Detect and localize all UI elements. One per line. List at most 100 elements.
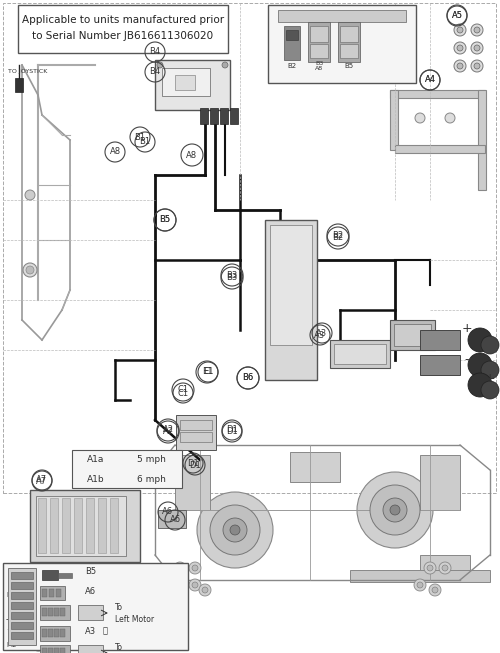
Circle shape [471, 60, 483, 72]
Bar [11, 622, 33, 629]
Bar [72, 450, 182, 488]
Text: +: + [6, 626, 13, 635]
Bar [338, 22, 360, 62]
Circle shape [189, 562, 201, 574]
Bar [230, 108, 238, 124]
Bar [420, 355, 460, 375]
Bar [60, 608, 65, 616]
Bar [265, 220, 317, 380]
Circle shape [481, 381, 499, 399]
Bar [334, 344, 386, 364]
Text: B5: B5 [344, 63, 354, 69]
Text: -: - [465, 353, 469, 366]
Text: A8: A8 [186, 150, 198, 159]
Text: To: To [115, 603, 123, 613]
Circle shape [457, 63, 463, 69]
Text: M1: M1 [6, 592, 16, 598]
Text: B3
A8: B3 A8 [315, 61, 323, 71]
Text: A7: A7 [36, 477, 48, 485]
Circle shape [429, 584, 441, 596]
Text: B3: B3 [226, 274, 237, 283]
Text: Applicable to units manufactured prior: Applicable to units manufactured prior [22, 15, 224, 25]
Text: D1: D1 [226, 428, 238, 436]
Circle shape [474, 27, 480, 33]
Bar [86, 498, 94, 553]
Text: B3: B3 [226, 270, 237, 279]
Text: A5: A5 [452, 10, 462, 20]
Bar [284, 26, 300, 60]
Circle shape [454, 24, 466, 36]
Bar [40, 645, 70, 653]
Text: A7: A7 [36, 475, 48, 485]
Text: D1: D1 [187, 458, 199, 468]
Text: B1: B1 [134, 133, 145, 142]
Text: D1: D1 [226, 426, 238, 434]
Text: -: - [6, 616, 9, 624]
Bar [390, 90, 485, 98]
Text: B6: B6 [242, 374, 254, 383]
Bar [330, 340, 390, 368]
Text: A4: A4 [424, 76, 436, 84]
Bar [11, 592, 33, 599]
Text: B6: B6 [242, 374, 254, 383]
Bar [15, 78, 23, 92]
Text: 6 mph: 6 mph [136, 475, 166, 483]
Circle shape [192, 582, 198, 588]
Bar [310, 26, 328, 42]
Bar [176, 415, 216, 450]
Text: A2: A2 [162, 428, 173, 436]
Bar [270, 225, 312, 345]
Text: B4: B4 [150, 48, 160, 57]
Text: ⏚: ⏚ [103, 626, 108, 635]
Bar [8, 568, 36, 645]
Text: A4: A4 [424, 76, 436, 84]
Bar [478, 90, 486, 190]
Bar [158, 510, 186, 528]
Text: B1: B1 [140, 138, 150, 146]
Text: B5: B5 [85, 567, 96, 577]
Text: E1: E1 [203, 368, 213, 377]
Circle shape [468, 353, 492, 377]
Circle shape [192, 565, 198, 571]
Text: Left Motor: Left Motor [115, 614, 154, 624]
Circle shape [468, 373, 492, 397]
Circle shape [439, 562, 451, 574]
Text: A6: A6 [170, 515, 180, 524]
Bar [155, 60, 230, 110]
Bar [74, 498, 82, 553]
Bar [3, 563, 188, 650]
Bar [11, 612, 33, 619]
Bar [286, 30, 298, 40]
Bar [350, 570, 490, 582]
Bar [180, 420, 212, 430]
Bar [54, 648, 59, 653]
Text: C1: C1 [178, 389, 188, 398]
Circle shape [202, 587, 208, 593]
Bar [60, 648, 65, 653]
Bar [175, 455, 210, 510]
Text: +: + [462, 321, 472, 334]
Circle shape [481, 361, 499, 379]
Text: A1a: A1a [88, 456, 104, 464]
Bar [420, 330, 460, 350]
Bar [54, 629, 59, 637]
Bar [78, 605, 103, 620]
Bar [60, 629, 65, 637]
Bar [42, 608, 47, 616]
Text: B2: B2 [288, 63, 296, 69]
Circle shape [414, 579, 426, 591]
Bar [395, 145, 485, 153]
Text: A3: A3 [314, 330, 326, 340]
Text: TO JOYSTICK: TO JOYSTICK [8, 69, 48, 74]
Bar [50, 498, 58, 553]
Bar [180, 432, 212, 442]
Text: +: + [484, 372, 496, 385]
Text: A2: A2 [162, 426, 173, 434]
Circle shape [189, 579, 201, 591]
Text: 5 mph: 5 mph [136, 456, 166, 464]
Bar [38, 498, 46, 553]
Circle shape [222, 62, 228, 68]
Bar [394, 324, 431, 346]
Bar [420, 555, 470, 570]
Bar [78, 645, 103, 653]
